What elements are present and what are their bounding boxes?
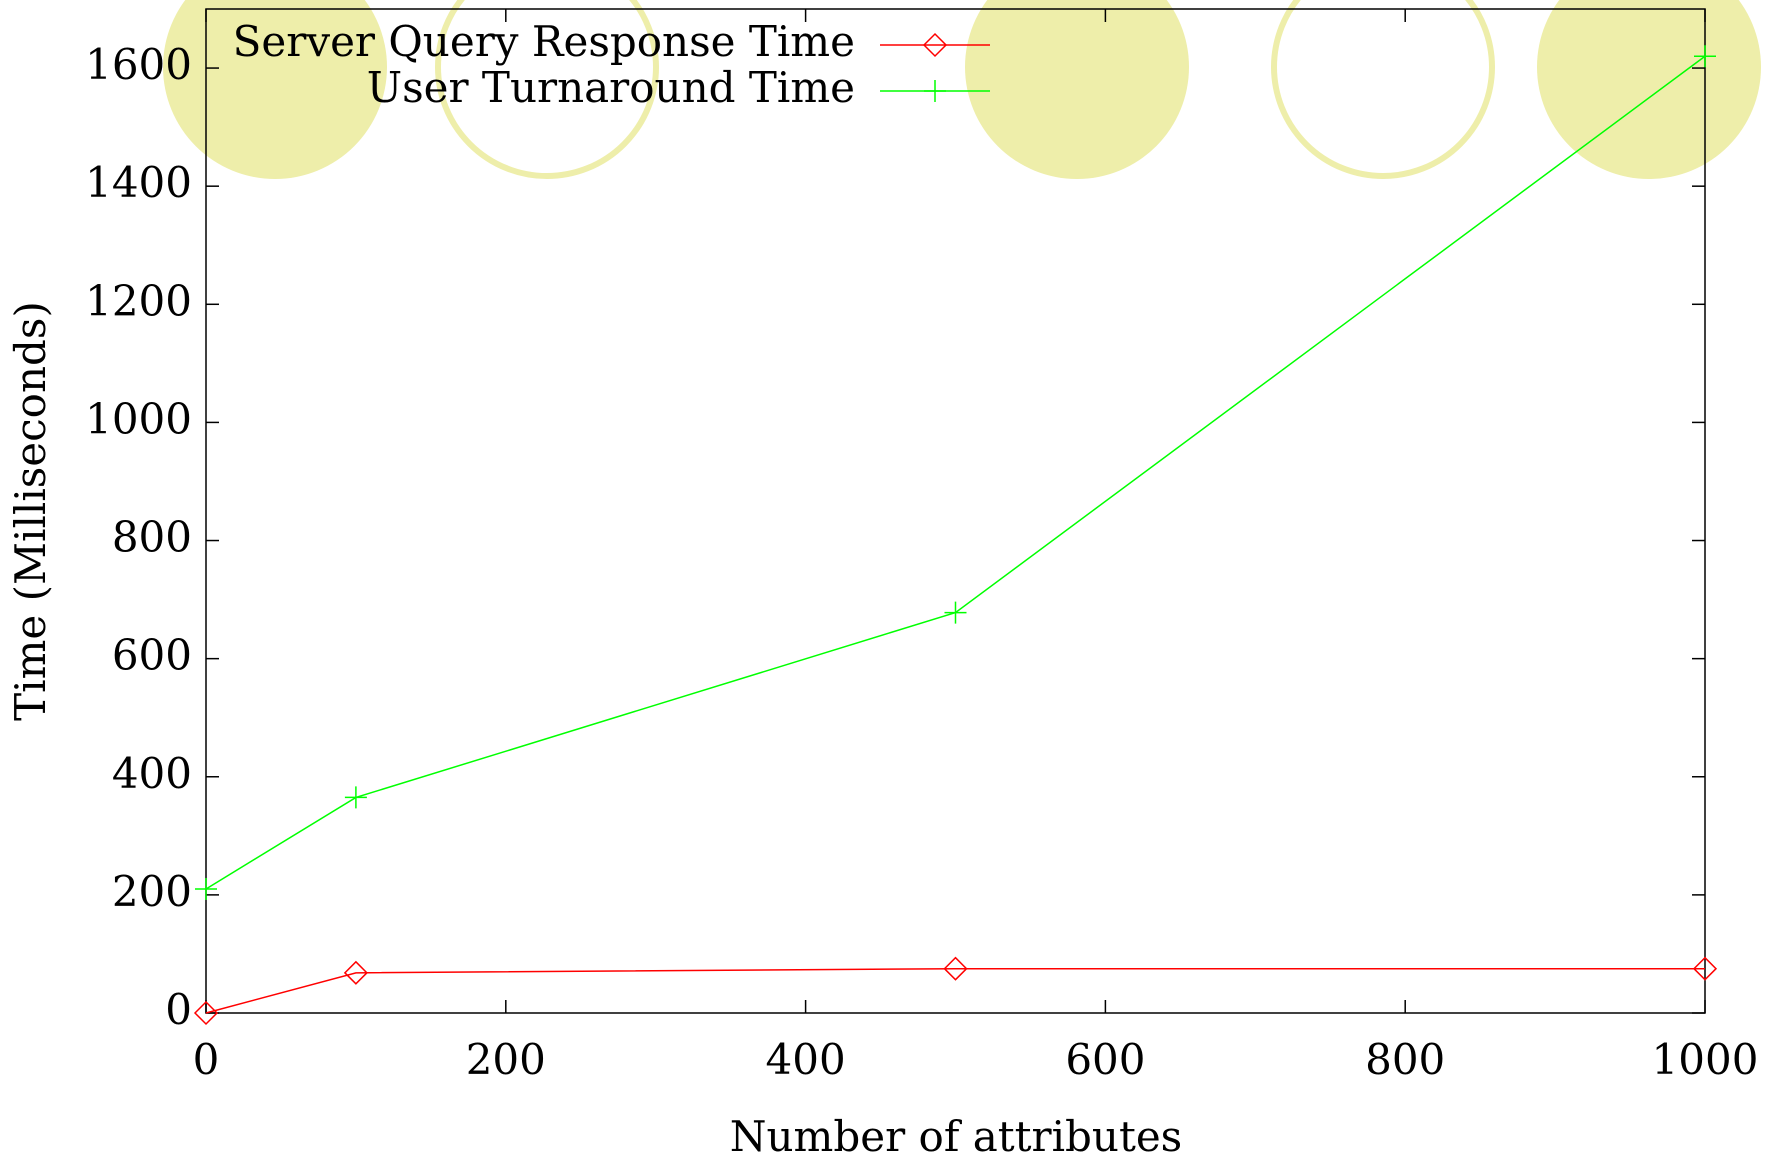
series-line — [206, 56, 1705, 889]
y-tick-label: 600 — [112, 631, 192, 680]
x-tick-label: 0 — [193, 1035, 220, 1084]
x-tick-label: 1000 — [1652, 1035, 1759, 1084]
data-point — [345, 786, 367, 808]
y-tick-label: 1400 — [85, 158, 192, 207]
plot-frame — [206, 9, 1705, 1013]
legend-marker — [924, 80, 946, 102]
decor-circle — [965, 0, 1189, 179]
x-tick-label: 600 — [1065, 1035, 1145, 1084]
y-tick-label: 200 — [112, 867, 192, 916]
data-point — [945, 602, 967, 624]
data-point — [195, 878, 217, 900]
x-axis-label: Number of attributes — [730, 1112, 1183, 1161]
page: {"chart_data": {"type": "line", "x_label… — [0, 0, 1767, 1170]
y-tick-label: 800 — [112, 513, 192, 562]
x-tick-label: 200 — [466, 1035, 546, 1084]
legend-label: Server Query Response Time — [233, 17, 855, 66]
chart: Number of attributes Time (Milliseconds)… — [0, 0, 1767, 1170]
decor-circle — [1537, 0, 1761, 179]
x-tick-label: 800 — [1365, 1035, 1445, 1084]
y-tick-label: 400 — [112, 749, 192, 798]
decor-ring — [1274, 0, 1492, 176]
y-tick-label: 1000 — [85, 394, 192, 443]
y-tick-label: 0 — [165, 985, 192, 1034]
y-axis-label: Time (Milliseconds) — [6, 301, 55, 721]
series-line — [206, 969, 1705, 1013]
legend-label: User Turnaround Time — [367, 63, 855, 112]
y-tick-label: 1600 — [85, 40, 192, 89]
y-tick-label: 1200 — [85, 276, 192, 325]
x-tick-label: 400 — [766, 1035, 846, 1084]
